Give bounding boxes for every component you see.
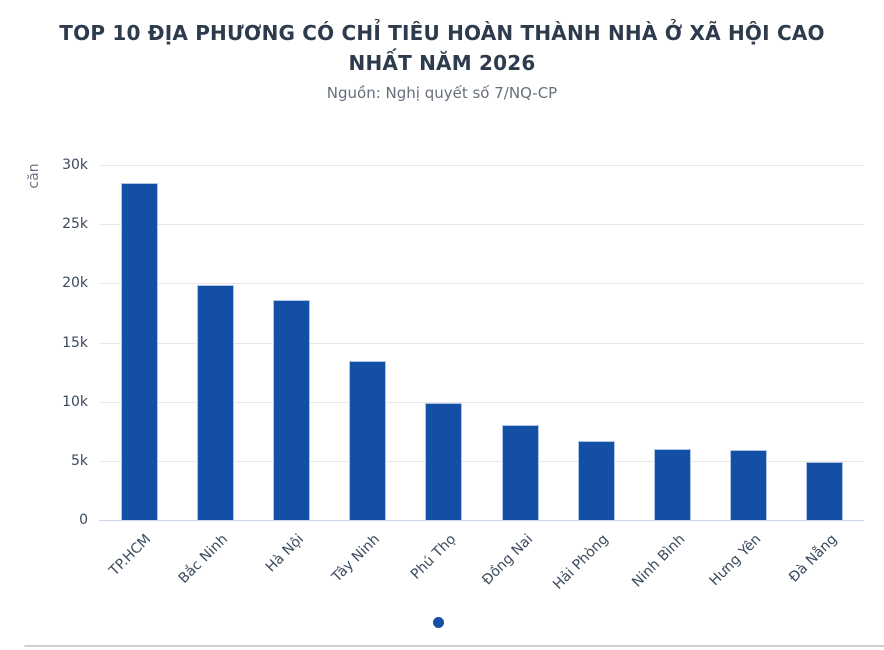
y-tick-label: 20k [62,275,88,292]
bar-Bắc Ninh[interactable] [196,284,234,520]
y-tick-label: 5k [70,452,88,469]
bar-Hà Nội[interactable] [273,299,310,520]
y-gridline [99,165,864,166]
bar-chart: căn 0 5k 10k 15k 20k 25k 30k TP.HCM Bắc Ninh Hà … [0,140,884,610]
y-gridline [99,460,864,462]
x-axis-line [99,520,864,521]
y-gridline [99,283,864,285]
chart-source-subtitle: Nguồn: Nghị quyết số 7/NQ-CP [326,84,558,102]
bar-Hải Phòng[interactable] [577,440,615,520]
bar-Ninh Bình[interactable] [654,449,691,520]
x-tick-label: Tây Ninh [329,531,384,586]
x-tick-label: TP.HCM [106,531,155,580]
x-tick-label: Đồng Nai [478,531,536,589]
x-tick-label: Đà Nẵng [786,531,841,586]
bar-TP.HCM[interactable] [120,182,158,520]
bar-Phú Thọ[interactable] [425,402,463,520]
x-tick-label: Hải Phòng [550,531,612,593]
carousel-active-dot[interactable] [433,617,444,628]
card-bottom-border [24,645,884,647]
x-tick-label: Bắc Ninh [175,531,231,587]
bar-Đồng Nai[interactable] [501,425,539,520]
x-tick-label: Hà Nội [262,531,308,576]
y-tick-label: 30k [62,157,88,173]
y-tick-label: 10k [62,393,88,410]
x-tick-label: Hưng Yên [706,531,765,590]
chart-title: TOP 10 ĐỊA PHƯƠNG CÓ CHỈ TIÊU HOÀN THÀNH… [59,21,825,75]
y-gridline [99,224,864,226]
y-gridline [99,342,864,344]
x-tick-label: Ninh Bình [628,531,689,591]
y-tick-label: 25k [62,216,88,233]
y-tick-label: 0 [79,512,88,528]
x-tick-label: Phú Thọ [408,531,460,583]
y-tick-label: 15k [62,334,88,351]
bar-Tây Ninh[interactable] [349,361,387,520]
y-gridline [99,401,864,403]
bar-Đà Nẵng[interactable] [806,462,844,520]
bar-Hưng Yên[interactable] [730,450,768,520]
